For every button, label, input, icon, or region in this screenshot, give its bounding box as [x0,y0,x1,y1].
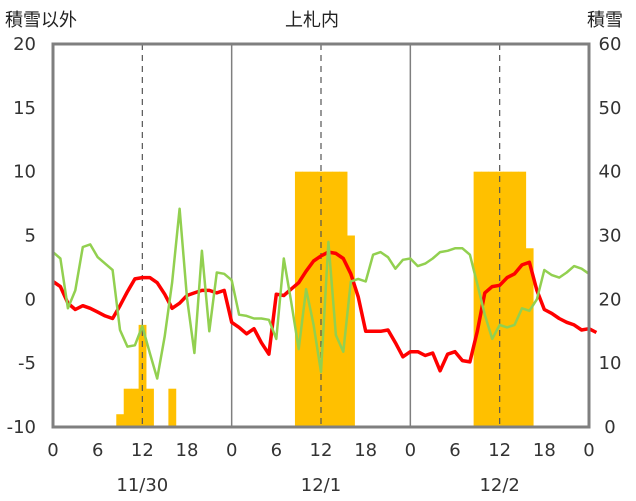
snow-bar [123,388,132,427]
left-tick-label: -5 [18,353,36,374]
left-axis-ticks: 20 15 10 5 0 -5 -10 [7,34,36,438]
right-tick-label: 10 [599,353,622,374]
left-tick-label: 0 [25,289,36,310]
snow-bar [525,248,534,427]
snow-bar [146,388,154,427]
snow-bar [116,414,125,427]
snow-bar [131,388,140,427]
right-tick-label: 60 [599,34,622,55]
x-tick-label: 12 [488,440,511,461]
date-label: 12/2 [479,475,519,496]
left-tick-label: -10 [7,417,36,438]
x-axis-date-labels: 11/30 12/1 12/2 [116,475,519,496]
left-tick-label: 15 [13,98,36,119]
snow-bar [473,171,482,427]
right-tick-label: 50 [599,98,622,119]
left-axis-title: 積雪以外 [5,10,77,31]
x-tick-label: 18 [176,440,199,461]
chart-title: 上札内 [285,10,339,31]
left-tick-label: 20 [13,34,36,55]
x-axis-hour-ticks: 0 6 12 18 0 6 12 18 0 6 12 18 0 [47,440,594,461]
snow-bar [168,388,177,427]
x-tick-label: 12 [131,440,154,461]
left-tick-label: 5 [25,226,36,247]
left-tick-label: 10 [13,162,36,183]
x-tick-label: 18 [354,440,377,461]
red-series-line [52,250,598,373]
right-tick-label: 30 [599,226,622,247]
plot-frame [51,42,591,429]
snow-bar [294,171,303,427]
snow-bar [332,171,341,427]
snow-bar [339,171,348,427]
right-tick-label: 40 [599,162,622,183]
snow-bar [510,171,519,427]
right-axis-title: 積雪 [587,10,623,31]
x-tick-label: 0 [583,440,594,461]
snow-bar [347,235,355,427]
right-axis-ticks: 60 50 40 30 20 10 0 [599,34,622,438]
snow-bar [309,171,318,427]
right-tick-label: 20 [599,289,622,310]
x-tick-label: 12 [310,440,333,461]
snow-bar [518,171,527,427]
snow-bar [503,171,512,427]
x-tick-label: 6 [449,440,460,461]
right-tick-label: 0 [604,417,615,438]
green-series-line [52,207,590,380]
x-tick-label: 18 [533,440,556,461]
x-tick-label: 6 [271,440,282,461]
x-tick-label: 0 [226,440,237,461]
snow-bar [302,171,311,427]
x-tick-label: 0 [405,440,416,461]
x-tick-label: 0 [47,440,58,461]
date-label: 11/30 [116,475,168,496]
snow-bar [324,171,333,427]
snow-bar [488,171,497,427]
x-tick-label: 6 [92,440,103,461]
date-label: 12/1 [301,475,341,496]
